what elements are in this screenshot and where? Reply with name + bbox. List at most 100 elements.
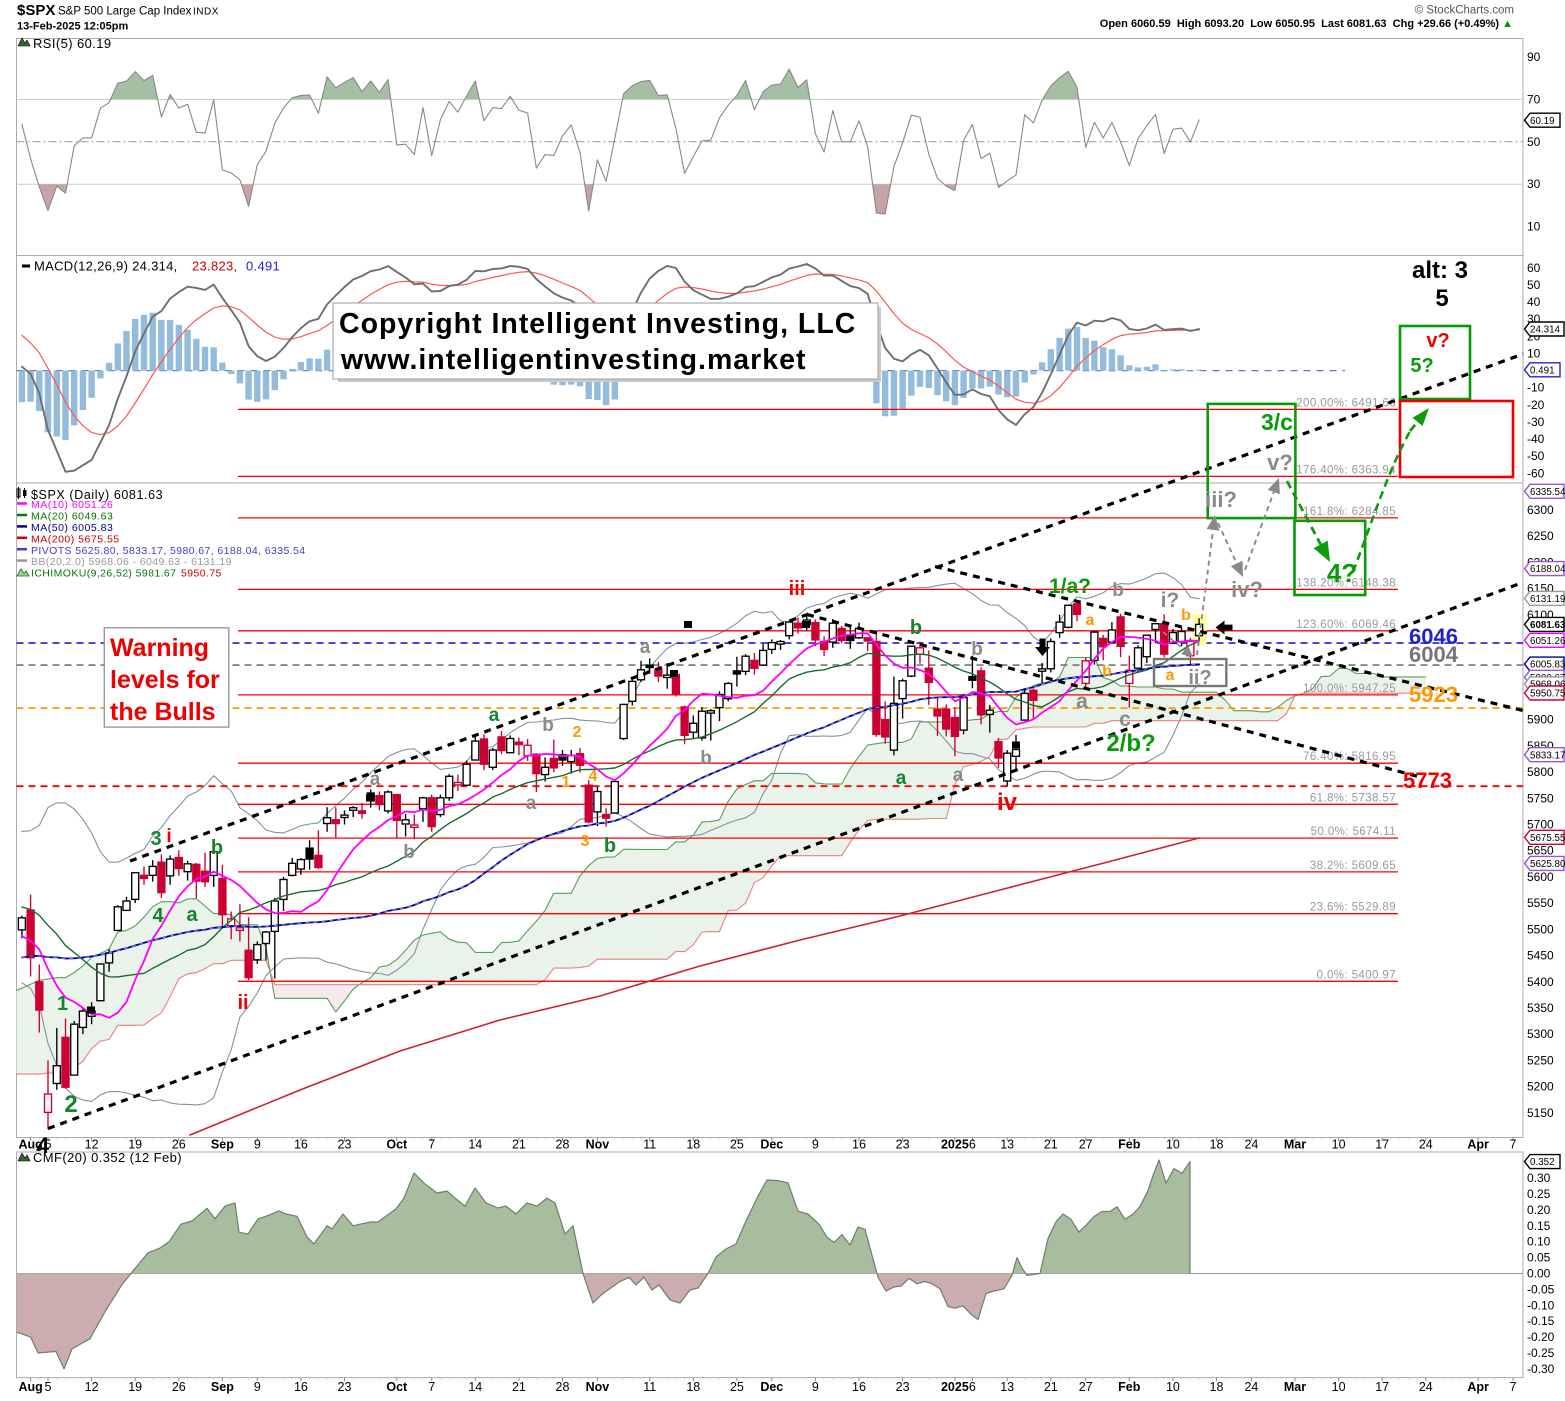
svg-text:Dec: Dec [760, 1380, 783, 1394]
svg-text:-0.20: -0.20 [1527, 1330, 1555, 1344]
svg-text:25: 25 [730, 1138, 744, 1152]
svg-text:a: a [526, 793, 537, 814]
svg-text:b: b [971, 639, 983, 660]
svg-text:14: 14 [468, 1138, 482, 1152]
svg-text:Copyright Intelligent Investin: Copyright Intelligent Investing, LLC [339, 308, 856, 340]
svg-text:1/a?: 1/a? [1049, 575, 1091, 598]
svg-text:Aug: Aug [18, 1380, 42, 1394]
svg-text:6046: 6046 [1409, 624, 1458, 649]
svg-text:0.00: 0.00 [1527, 1267, 1551, 1281]
svg-text:CMF(20) 0.352 (12 Feb): CMF(20) 0.352 (12 Feb) [33, 1150, 182, 1165]
svg-text:b: b [1102, 663, 1112, 680]
svg-text:5773: 5773 [1403, 768, 1452, 793]
svg-text:18: 18 [686, 1380, 700, 1394]
svg-text:a: a [953, 765, 964, 786]
svg-text:5?: 5? [1410, 355, 1433, 377]
svg-text:17: 17 [1375, 1380, 1389, 1394]
svg-text:50.0%: 5674.11: 50.0%: 5674.11 [1311, 826, 1396, 838]
svg-text:23.823,: 23.823, [192, 259, 237, 274]
svg-text:PIVOTS 5625.80, 5833.17, 5980.: PIVOTS 5625.80, 5833.17, 5980.67, 6188.0… [31, 545, 306, 557]
svg-text:6004: 6004 [1409, 642, 1459, 667]
svg-text:5: 5 [45, 1380, 52, 1394]
svg-text:6051.26: 6051.26 [1530, 636, 1565, 647]
svg-text:ii: ii [237, 992, 248, 1014]
svg-text:5200: 5200 [1527, 1080, 1554, 1094]
svg-text:12: 12 [85, 1380, 99, 1394]
svg-text:MA(20) 6049.63: MA(20) 6049.63 [31, 511, 113, 523]
svg-text:18: 18 [686, 1138, 700, 1152]
svg-text:5833.17: 5833.17 [1530, 750, 1565, 761]
svg-text:176.40%: 6363.94: 176.40%: 6363.94 [1296, 464, 1396, 476]
svg-text:3: 3 [581, 833, 590, 850]
svg-text:www.intelligentinvesting.marke: www.intelligentinvesting.market [340, 344, 806, 376]
svg-text:MA(50) 6005.83: MA(50) 6005.83 [31, 522, 113, 534]
svg-text:-0.05: -0.05 [1527, 1282, 1555, 1296]
svg-text:2: 2 [64, 1091, 77, 1118]
svg-text:5: 5 [1435, 285, 1448, 312]
svg-text:7: 7 [428, 1138, 435, 1152]
svg-text:MA(10) 6051.26: MA(10) 6051.26 [31, 499, 113, 511]
svg-text:0.10: 0.10 [1527, 1235, 1551, 1249]
svg-text:0.25: 0.25 [1527, 1187, 1551, 1201]
svg-text:b: b [1112, 580, 1124, 601]
svg-text:$SPX: $SPX [17, 2, 55, 19]
svg-text:26: 26 [172, 1138, 186, 1152]
svg-text:24.314: 24.314 [1530, 325, 1561, 336]
svg-text:b: b [700, 748, 712, 769]
svg-text:100.0%: 5947.25: 100.0%: 5947.25 [1303, 683, 1396, 695]
svg-text:© StockCharts.com: © StockCharts.com [1415, 5, 1514, 17]
svg-text:BB(20,2.0) 5968.06 - 6049.63 -: BB(20,2.0) 5968.06 - 6049.63 - 6131.19 [31, 556, 232, 568]
svg-text:Mar: Mar [1284, 1138, 1306, 1152]
svg-text:1: 1 [57, 993, 68, 1015]
svg-text:iv?: iv? [1231, 577, 1263, 602]
svg-text:iii?: iii? [1205, 487, 1237, 512]
svg-text:23: 23 [338, 1138, 352, 1152]
svg-text:3/c: 3/c [1261, 409, 1293, 435]
svg-text:11: 11 [643, 1380, 656, 1394]
svg-text:b: b [211, 837, 223, 859]
svg-text:0.05: 0.05 [1527, 1251, 1551, 1265]
svg-text:14: 14 [468, 1380, 482, 1394]
svg-text:16: 16 [294, 1138, 308, 1152]
svg-text:90: 90 [1527, 50, 1541, 64]
svg-text:iii: iii [789, 578, 806, 600]
svg-text:5923: 5923 [1409, 682, 1458, 707]
svg-text:Aug: Aug [18, 1138, 42, 1152]
svg-text:21: 21 [1044, 1138, 1058, 1152]
svg-text:7: 7 [428, 1380, 435, 1394]
svg-text:24: 24 [1244, 1138, 1258, 1152]
svg-text:Mar: Mar [1284, 1380, 1306, 1394]
svg-text:9: 9 [812, 1380, 819, 1394]
svg-text:40: 40 [1527, 295, 1541, 309]
svg-text:1: 1 [562, 774, 571, 791]
svg-text:0.15: 0.15 [1527, 1219, 1551, 1233]
svg-text:alt: 3: alt: 3 [1412, 257, 1468, 284]
svg-text:4: 4 [152, 905, 164, 927]
svg-text:12: 12 [85, 1138, 99, 1152]
svg-text:5400: 5400 [1527, 975, 1554, 989]
svg-text:-30: -30 [1527, 415, 1545, 429]
svg-text:5450: 5450 [1527, 949, 1554, 963]
svg-text:50: 50 [1527, 278, 1541, 292]
svg-text:the Bulls: the Bulls [110, 698, 216, 726]
svg-text:Nov: Nov [586, 1138, 610, 1152]
svg-text:Dec: Dec [760, 1138, 783, 1152]
svg-text:5600: 5600 [1527, 870, 1554, 884]
svg-text:21: 21 [1044, 1380, 1058, 1394]
svg-text:-50: -50 [1527, 449, 1545, 463]
svg-text:a: a [896, 768, 907, 789]
svg-text:-0.30: -0.30 [1527, 1362, 1555, 1376]
svg-text:28: 28 [556, 1138, 570, 1152]
svg-text:a: a [640, 637, 651, 658]
svg-text:60: 60 [1527, 261, 1541, 275]
svg-text:5700: 5700 [1527, 818, 1554, 832]
svg-text:10: 10 [1527, 347, 1541, 361]
svg-text:S&P 500 Large Cap Index: S&P 500 Large Cap Index [58, 6, 192, 18]
svg-text:Warning: Warning [110, 634, 209, 662]
svg-text:6250: 6250 [1527, 529, 1554, 543]
svg-text:Feb: Feb [1118, 1380, 1141, 1394]
svg-text:27: 27 [1079, 1138, 1093, 1152]
svg-text:16: 16 [852, 1380, 866, 1394]
svg-text:16: 16 [852, 1138, 866, 1152]
svg-text:v?: v? [1267, 450, 1293, 475]
